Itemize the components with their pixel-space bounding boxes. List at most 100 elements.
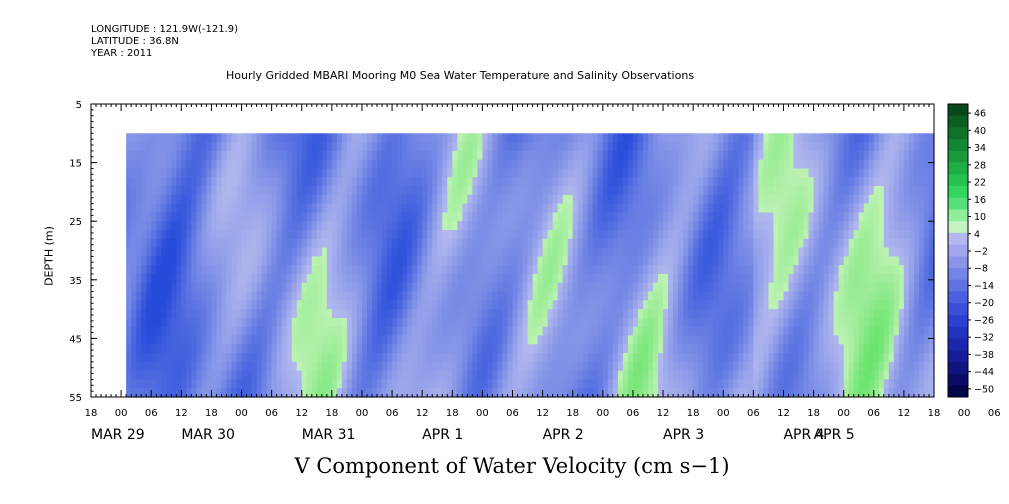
heatmap-cell [688,142,694,152]
heatmap-cell [326,150,333,161]
heatmap-cell [537,361,544,372]
heatmap-cell [487,186,494,196]
heatmap-cell [226,212,233,222]
heatmap-cell [768,282,775,293]
heatmap-cell [141,247,147,257]
heatmap-cell [763,159,770,170]
heatmap-cell [462,388,468,398]
heatmap-cell [743,256,749,266]
heatmap-cell [387,133,393,143]
heatmap-cell [266,370,273,381]
heatmap-cell [392,142,398,152]
heatmap-cell [241,247,248,257]
heatmap-cell [693,291,699,301]
heatmap-cell [898,379,905,389]
heatmap-cell [331,247,338,257]
heatmap-cell [241,344,248,354]
heatmap-cell [442,256,448,266]
heatmap-cell [437,388,443,398]
heatmap-cell [261,221,268,231]
heatmap-cell [512,317,519,328]
heatmap-cell [186,247,192,257]
heatmap-cell [728,291,734,301]
heatmap-cell [678,370,684,381]
heatmap-cell [748,150,754,161]
heatmap-cell [186,221,192,231]
heatmap-cell [306,361,313,372]
heatmap-cell [713,221,719,231]
heatmap-cell [251,247,258,257]
heatmap-cell [412,256,418,266]
heatmap-cell [246,203,253,214]
heatmap-cell [517,194,524,205]
heatmap-cell [903,212,910,222]
heatmap-cell [387,229,393,240]
heatmap-cell [547,317,554,328]
heatmap-cell [823,203,830,214]
heatmap-cell [462,344,468,354]
heatmap-cell [653,194,659,205]
heatmap-cell [733,309,739,319]
heatmap-cell [663,159,669,170]
heatmap-cell [622,256,629,266]
heatmap-cell [903,133,910,143]
heatmap-cell [306,335,313,345]
heatmap-cell [708,273,714,284]
heatmap-cell [577,150,584,161]
heatmap-cell [151,168,157,178]
heatmap-cell [647,247,654,257]
heatmap-cell [261,186,268,196]
heatmap-cell [658,370,664,381]
heatmap-cell [397,300,403,310]
heatmap-cell [306,221,313,231]
heatmap-cell [893,300,900,310]
heatmap-cell [868,177,875,187]
heatmap-cell [291,133,298,143]
heatmap-cell [903,309,910,319]
heatmap-cell [356,273,363,284]
heatmap-cell [663,194,669,205]
heatmap-cell [748,353,754,363]
heatmap-cell [557,238,564,249]
heatmap-cell [126,300,132,310]
heatmap-cell [517,291,524,301]
heatmap-cell [592,203,599,214]
heatmap-cell [301,335,308,345]
heatmap-cell [366,150,373,161]
heatmap-cell [532,133,539,143]
heatmap-cell [306,229,313,240]
heatmap-cell [452,309,458,319]
heatmap-cell [472,326,478,337]
heatmap-cell [311,159,318,170]
heatmap-cell [878,291,885,301]
heatmap-cell [557,353,564,363]
heatmap-cell [718,186,724,196]
heatmap-cell [487,133,494,143]
heatmap-cell [602,361,609,372]
heatmap-cell [853,326,860,337]
heatmap-cell [612,212,619,222]
heatmap-cell [833,203,840,214]
heatmap-cell [527,194,534,205]
heatmap-cell [181,353,187,363]
heatmap-cell [356,370,363,381]
heatmap-cell [597,300,604,310]
heatmap-cell [477,177,483,187]
heatmap-cell [241,159,248,170]
heatmap-cell [818,177,825,187]
heatmap-cell [753,379,759,389]
heatmap-cell [131,335,137,345]
heatmap-cell [647,256,654,266]
heatmap-cell [928,150,935,161]
heatmap-cell [843,247,850,257]
heatmap-cell [773,212,780,222]
heatmap-cell [447,344,453,354]
heatmap-cell [452,273,458,284]
heatmap-cell [658,150,664,161]
heatmap-cell [738,326,744,337]
heatmap-cell [773,142,780,152]
heatmap-cell [286,194,293,205]
heatmap-cell [422,282,428,293]
heatmap-cell [442,177,448,187]
heatmap-cell [808,256,815,266]
